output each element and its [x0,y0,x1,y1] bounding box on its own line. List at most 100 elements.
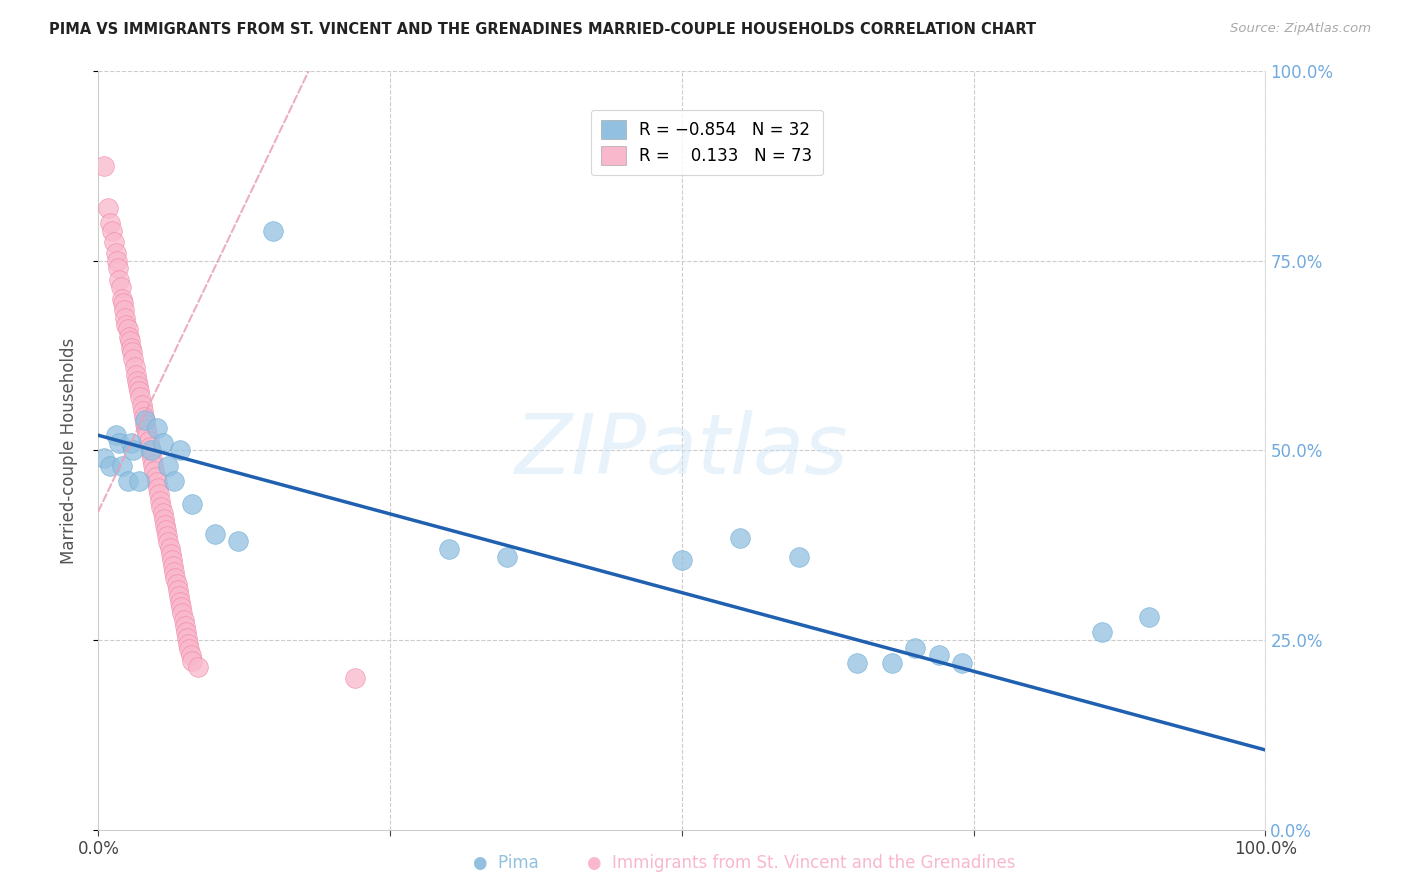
Point [166,577,188,591]
Point [166,582,188,597]
Point [143,464,166,478]
Point [846,656,869,670]
Point [108,273,131,287]
Point [730,531,752,545]
Point [134,413,156,427]
Point [176,631,198,645]
Text: ZIPatlas: ZIPatlas [515,410,849,491]
Point [132,404,155,418]
Point [146,482,169,496]
Point [177,637,200,651]
Point [153,517,176,532]
Point [180,496,202,510]
Point [180,648,202,662]
Point [187,659,209,673]
Point [120,436,142,450]
Point [172,607,194,621]
Point [228,534,250,549]
Point [105,253,128,268]
Point [157,458,180,473]
Point [950,656,973,670]
Point [104,428,127,442]
Point [157,535,180,549]
Point [120,341,142,355]
Point [110,280,132,294]
Point [148,487,170,501]
Point [131,398,153,412]
Point [127,379,149,393]
Point [93,451,115,466]
Point [117,474,139,488]
Point [169,443,191,458]
Point [128,384,150,399]
Point [122,443,145,458]
Point [104,246,127,260]
Point [179,642,201,657]
Point [165,571,187,585]
Point [132,410,155,425]
Point [142,458,165,472]
Point [146,475,169,490]
Point [97,201,120,215]
Text: ●  Immigrants from St. Vincent and the Grenadines: ● Immigrants from St. Vincent and the Gr… [588,855,1015,872]
Text: ●  Pima: ● Pima [474,855,538,872]
Point [111,295,134,310]
Point [118,334,141,348]
Point [114,310,136,325]
Y-axis label: Married-couple Households: Married-couple Households [59,337,77,564]
Point [173,613,195,627]
Point [103,235,125,249]
Point [180,654,202,668]
Point [149,493,172,508]
Point [159,541,181,556]
Point [928,648,950,662]
Point [159,547,181,561]
Point [111,292,134,306]
Point [125,368,148,382]
Point [167,589,190,603]
Point [98,216,121,230]
Point [139,443,162,458]
Point [128,474,150,488]
Point [111,458,134,473]
Point [145,470,167,484]
Point [1091,625,1114,640]
Point [1137,610,1160,624]
Point [125,374,148,388]
Point [112,303,135,318]
Point [344,671,367,685]
Point [139,446,162,460]
Point [162,558,184,573]
Point [152,436,174,450]
Point [124,359,146,375]
Point [101,223,124,237]
Point [152,506,174,520]
Point [108,436,131,450]
Point [169,595,191,609]
Point [115,318,138,333]
Point [160,553,183,567]
Point [117,322,139,336]
Point [136,428,159,442]
Legend: R = −0.854   N = 32, R =    0.133   N = 73: R = −0.854 N = 32, R = 0.133 N = 73 [591,110,823,175]
Point [122,352,145,367]
Point [93,159,115,173]
Point [118,330,141,344]
Text: PIMA VS IMMIGRANTS FROM ST. VINCENT AND THE GRENADINES MARRIED-COUPLE HOUSEHOLDS: PIMA VS IMMIGRANTS FROM ST. VINCENT AND … [49,22,1036,37]
Point [163,565,186,579]
Point [156,529,179,543]
Point [121,344,143,359]
Point [129,391,152,405]
Point [152,512,174,526]
Point [138,434,160,449]
Point [146,421,169,435]
Point [437,542,460,557]
Point [150,500,173,514]
Point [174,624,197,639]
Point [139,441,162,455]
Point [204,526,226,541]
Text: Source: ZipAtlas.com: Source: ZipAtlas.com [1230,22,1371,36]
Point [135,422,157,436]
Point [880,656,903,670]
Point [155,523,177,537]
